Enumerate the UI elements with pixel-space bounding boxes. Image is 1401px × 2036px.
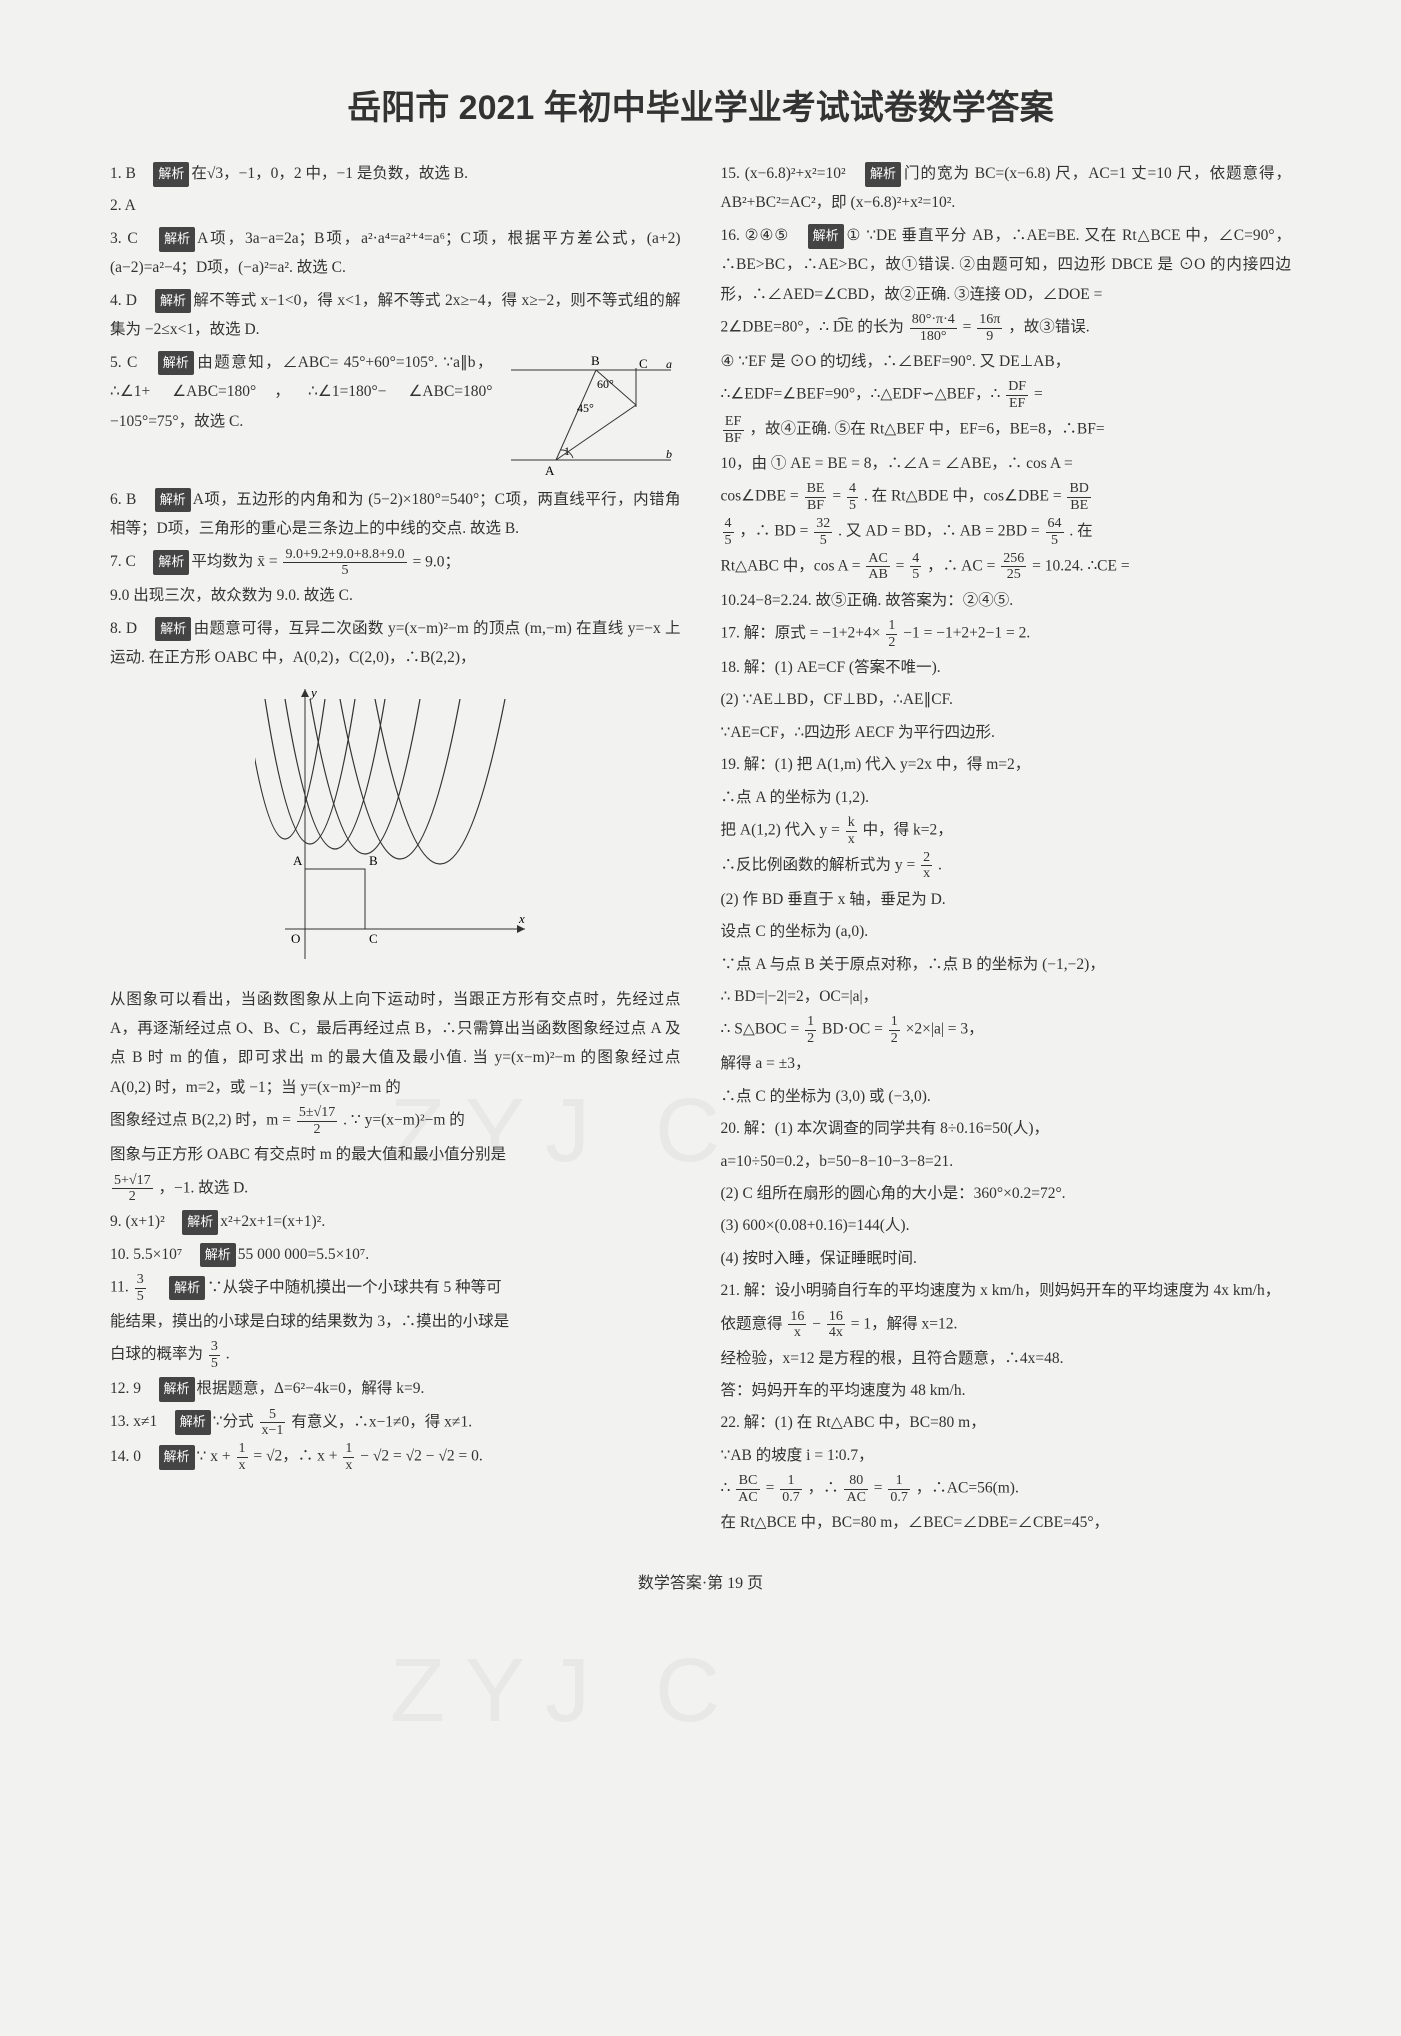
watermark: ZYJ C: [390, 1640, 740, 1743]
q19f: 设点 C 的坐标为 (a,0).: [721, 917, 1292, 946]
q19k: ∴点 C 的坐标为 (3,0) 或 (−3,0).: [721, 1082, 1292, 1111]
q22a: 22. 解：(1) 在 Rt△ABC 中，BC=80 m，: [721, 1408, 1292, 1437]
q8d: 图象与正方形 OABC 有交点时 m 的最大值和最小值分别是: [110, 1140, 681, 1169]
svg-text:C: C: [639, 356, 648, 371]
svg-text:B: B: [369, 853, 378, 868]
q21b: 依题意得 16x − 164x = 1，解得 x=12.: [721, 1309, 1292, 1341]
q19e: (2) 作 BD 垂直于 x 轴，垂足为 D.: [721, 885, 1292, 914]
two-column-layout: 1. B 解析在√3，−1，0，2 中，−1 是负数，故选 B. 2. A 3.…: [110, 159, 1291, 1541]
q19j: 解得 a = ±3，: [721, 1049, 1292, 1078]
q8e: 5+√172 ，−1. 故选 D.: [110, 1173, 681, 1205]
q20c: (2) C 组所在扇形的圆心角的大小是：360°×0.2=72°.: [721, 1179, 1292, 1208]
q21c: 经检验，x=12 是方程的根，且符合题意，∴4x=48.: [721, 1344, 1292, 1373]
q18a: 18. 解：(1) AE=CF (答案不唯一).: [721, 653, 1292, 682]
q7: 7. C 解析平均数为 x̄ = 9.0+9.2+9.0+8.8+9.05 = …: [110, 547, 681, 579]
q20a: 20. 解：(1) 本次调查的同学共有 8÷0.16=50(人)，: [721, 1114, 1292, 1143]
q11b: 能结果，摸出的小球是白球的结果数为 3，∴摸出的小球是: [110, 1307, 681, 1336]
q16h: 45 ，∴ BD = 325 . 又 AD = BD，∴ AB = 2BD = …: [721, 516, 1292, 548]
q2: 2. A: [110, 191, 681, 220]
q8a: 8. D 解析由题意可得，互异二次函数 y=(x−m)²−m 的顶点 (m,−m…: [110, 614, 681, 673]
q19a: 19. 解：(1) 把 A(1,m) 代入 y=2x 中，得 m=2，: [721, 750, 1292, 779]
q16c: ④ ∵EF 是 ⊙O 的切线，∴∠BEF=90°. 又 DE⊥AB，: [721, 347, 1292, 376]
svg-text:x: x: [518, 911, 525, 926]
svg-text:C: C: [369, 931, 378, 946]
q7b: 9.0 出现三次，故众数为 9.0. 故选 C.: [110, 581, 681, 610]
right-column: 15. (x−6.8)²+x²=10² 解析门的宽为 BC=(x−6.8) 尺，…: [721, 159, 1292, 1541]
q11c: 白球的概率为 35 .: [110, 1339, 681, 1371]
q20b: a=10÷50=0.2，b=50−8−10−3−8=21.: [721, 1147, 1292, 1176]
svg-text:b: b: [666, 447, 672, 461]
q22c: ∴ BCAC = 10.7 ，∴ 80AC = 10.7 ，∴AC=56(m).: [721, 1473, 1292, 1505]
q22d: 在 Rt△BCE 中，BC=80 m，∠BEC=∠DBE=∠CBE=45°，: [721, 1508, 1292, 1537]
q8c: 图象经过点 B(2,2) 时，m = 5±√172 . ∵ y=(x−m)²−m…: [110, 1105, 681, 1137]
q19d: ∴反比例函数的解析式为 y = 2x .: [721, 850, 1292, 882]
q21a: 21. 解：设小明骑自行车的平均速度为 x km/h，则妈妈开车的平均速度为 4…: [721, 1276, 1292, 1305]
q16b: 2∠DBE=80°，∴ D͡E 的长为 80°·π·4180° = 16π9 ，…: [721, 312, 1292, 344]
q19g: ∵点 A 与点 B 关于原点对称，∴点 B 的坐标为 (−1,−2)，: [721, 950, 1292, 979]
triangle-diagram: B C a 60° 45° 1 b A: [501, 350, 681, 480]
q19h: ∴ BD=|−2|=2，OC=|a|，: [721, 982, 1292, 1011]
q20d: (3) 600×(0.08+0.16)=144(人).: [721, 1211, 1292, 1240]
q16f: 10，由 ① AE = BE = 8，∴∠A = ∠ABE，∴ cos A =: [721, 449, 1292, 478]
svg-text:O: O: [291, 931, 300, 946]
svg-text:B: B: [591, 353, 600, 368]
q5: B C a 60° 45° 1 b A 5. C 解析由题意知，∠ABC= 45…: [110, 348, 681, 482]
q1: 1. B 解析在√3，−1，0，2 中，−1 是负数，故选 B.: [110, 159, 681, 188]
q6: 6. B 解析A项，五边形的内角和为 (5−2)×180°=540°；C项，两直…: [110, 485, 681, 544]
page-title: 岳阳市 2021 年初中毕业学业考试试卷数学答案: [110, 80, 1291, 129]
svg-text:y: y: [309, 685, 317, 700]
q20e: (4) 按时入睡，保证睡眠时间.: [721, 1244, 1292, 1273]
q4: 4. D 解析解不等式 x−1<0，得 x<1，解不等式 2x≥−4，得 x≥−…: [110, 286, 681, 345]
q16d: ∴∠EDF=∠BEF=90°，∴△EDF∽△BEF，∴ DFEF =: [721, 379, 1292, 411]
q10: 10. 5.5×10⁷ 解析55 000 000=5.5×10⁷.: [110, 1240, 681, 1269]
q13: 13. x≠1 解析∵分式 5x−1 有意义，∴x−1≠0，得 x≠1.: [110, 1407, 681, 1439]
q21d: 答：妈妈开车的平均速度为 48 km/h.: [721, 1376, 1292, 1405]
q22b: ∵AB 的坡度 i = 1∶0.7，: [721, 1441, 1292, 1470]
svg-text:A: A: [545, 463, 555, 478]
q12: 12. 9 解析根据题意，Δ=6²−4k=0，解得 k=9.: [110, 1374, 681, 1403]
q18b: (2) ∵AE⊥BD，CF⊥BD，∴AE∥CF.: [721, 685, 1292, 714]
svg-text:45°: 45°: [577, 401, 594, 415]
q9: 9. (x+1)² 解析x²+2x+1=(x+1)².: [110, 1207, 681, 1236]
q17: 17. 解：原式 = −1+2+4× 12 −1 = −1+2+2−1 = 2.: [721, 618, 1292, 650]
left-column: 1. B 解析在√3，−1，0，2 中，−1 是负数，故选 B. 2. A 3.…: [110, 159, 681, 1541]
q16i: Rt△ABC 中，cos A = ACAB = 45 ，∴ AC = 25625…: [721, 551, 1292, 583]
q14: 14. 0 解析∵ x + 1x = √2，∴ x + 1x − √2 = √2…: [110, 1441, 681, 1473]
q15: 15. (x−6.8)²+x²=10² 解析门的宽为 BC=(x−6.8) 尺，…: [721, 159, 1292, 218]
svg-text:60°: 60°: [597, 377, 614, 391]
q16a: 16. ②④⑤ 解析① ∵DE 垂直平分 AB，∴AE=BE. 又在 Rt△BC…: [721, 221, 1292, 309]
q18c: ∵AE=CF，∴四边形 AECF 为平行四边形.: [721, 718, 1292, 747]
svg-text:a: a: [666, 357, 672, 371]
q11: 11. 35 解析∵从袋子中随机摸出一个小球共有 5 种等可: [110, 1272, 681, 1304]
q8b: 从图象可以看出，当函数图象从上向下运动时，当跟正方形有交点时，先经过点 A，再逐…: [110, 985, 681, 1103]
q19c: 把 A(1,2) 代入 y = kx 中，得 k=2，: [721, 815, 1292, 847]
q19b: ∴点 A 的坐标为 (1,2).: [721, 783, 1292, 812]
q16j: 10.24−8=2.24. 故⑤正确. 故答案为：②④⑤.: [721, 586, 1292, 615]
q19i: ∴ S△BOC = 12 BD·OC = 12 ×2×|a| = 3，: [721, 1014, 1292, 1046]
svg-text:A: A: [293, 853, 303, 868]
page-footer: 数学答案·第 19 页: [110, 1569, 1291, 1593]
q16e: EFBF ，故④正确. ⑤在 Rt△BEF 中，EF=6，BE=8，∴BF=: [721, 414, 1292, 446]
q16g: cos∠DBE = BEBF = 45 . 在 Rt△BDE 中，cos∠DBE…: [721, 481, 1292, 513]
parabola-diagram: A B O C x y: [255, 679, 535, 979]
q3: 3. C 解析A项，3a−a=2a；B项，a²·a⁴=a²⁺⁴=a⁶；C项，根据…: [110, 224, 681, 283]
